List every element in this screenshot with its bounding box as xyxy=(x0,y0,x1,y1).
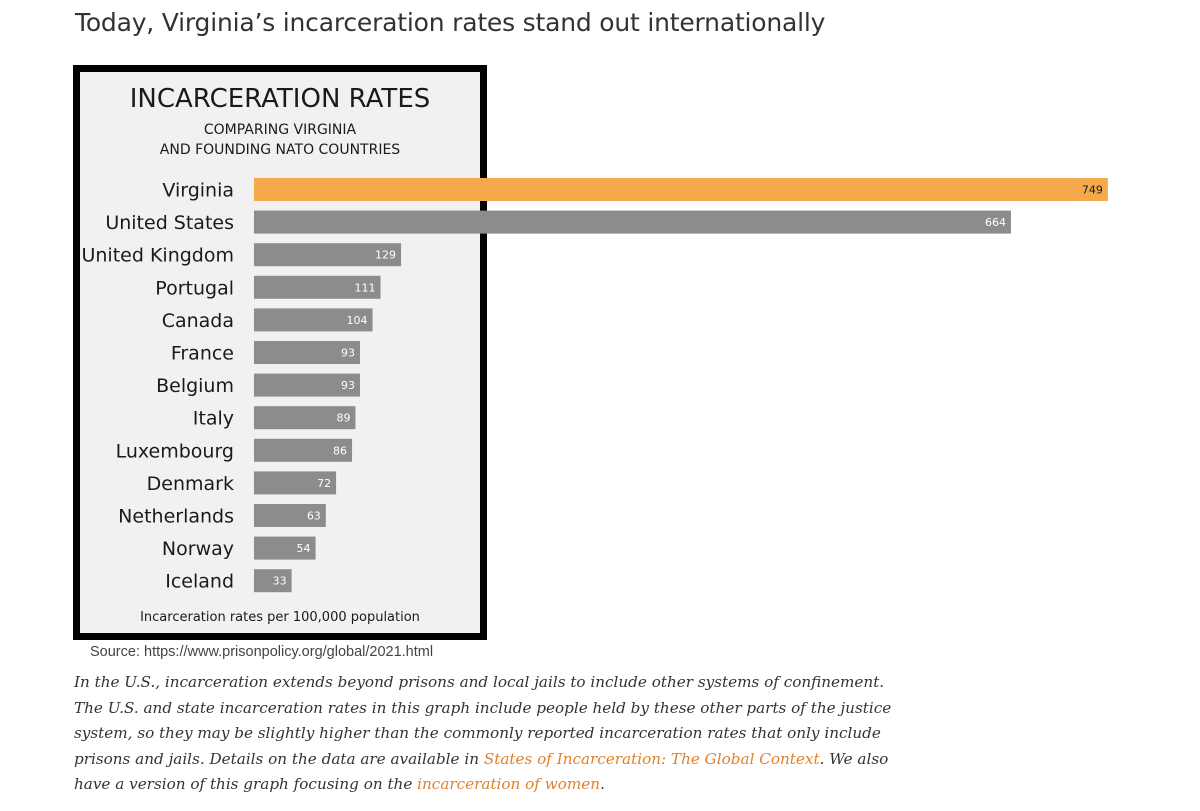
chart-title: INCARCERATION RATES xyxy=(130,84,431,114)
value-label-iceland: 33 xyxy=(273,575,287,588)
category-label-united-states: United States xyxy=(105,212,234,234)
chart-subtitle-line-1: COMPARING VIRGINIA xyxy=(204,122,357,138)
x-axis-label: Incarceration rates per 100,000 populati… xyxy=(140,610,420,625)
bar-canada xyxy=(254,308,373,332)
value-label-virginia: 749 xyxy=(1082,184,1103,197)
bar-chart: INCARCERATION RATES COMPARING VIRGINIA A… xyxy=(81,84,1108,625)
bar-luxembourg xyxy=(254,438,353,462)
bar-denmark xyxy=(254,471,337,495)
category-label-iceland: Iceland xyxy=(165,571,234,593)
bar-italy xyxy=(254,406,356,430)
value-label-canada: 104 xyxy=(347,314,368,327)
bar-portugal xyxy=(254,275,381,299)
caption-text-3: . xyxy=(600,775,605,793)
source-line: Source: https://www.prisonpolicy.org/glo… xyxy=(90,644,434,660)
category-label-denmark: Denmark xyxy=(147,473,234,495)
bar-iceland xyxy=(254,569,292,593)
category-label-france: France xyxy=(171,343,234,365)
category-label-belgium: Belgium xyxy=(156,375,234,397)
bar-france xyxy=(254,341,361,364)
chart-caption: In the U.S., incarceration extends beyon… xyxy=(74,670,904,798)
bar-belgium xyxy=(254,373,361,397)
value-label-italy: 89 xyxy=(336,412,350,425)
value-label-norway: 54 xyxy=(297,542,311,555)
value-label-united-kingdom: 129 xyxy=(375,249,396,262)
bar-norway xyxy=(254,536,316,560)
page-title: Today, Virginia’s incarceration rates st… xyxy=(75,8,826,37)
chart-subtitle-line-2: AND FOUNDING NATO COUNTRIES xyxy=(160,142,401,158)
category-label-netherlands: Netherlands xyxy=(118,506,234,528)
bar-united-kingdom xyxy=(254,243,402,267)
bar-virginia xyxy=(254,178,1108,201)
caption-text-2: . We also have a version of this graph f… xyxy=(74,749,889,794)
link-incarceration-of-women[interactable]: incarceration of women xyxy=(417,775,601,793)
category-label-united-kingdom: United Kingdom xyxy=(81,245,234,267)
bar-netherlands xyxy=(254,504,326,527)
value-label-netherlands: 63 xyxy=(307,510,321,523)
value-label-denmark: 72 xyxy=(317,477,331,490)
value-label-belgium: 93 xyxy=(341,379,355,392)
value-label-united-states: 664 xyxy=(985,216,1006,229)
value-label-luxembourg: 86 xyxy=(333,444,347,457)
category-label-luxembourg: Luxembourg xyxy=(116,440,234,462)
category-label-portugal: Portugal xyxy=(155,277,234,299)
bars-group: Virginia 749 United States 664 United Kingdo… xyxy=(81,178,1108,593)
category-label-virginia: Virginia xyxy=(162,180,234,202)
category-label-norway: Norway xyxy=(162,538,234,560)
link-global-context[interactable]: States of Incarceration: The Global Cont… xyxy=(483,749,820,768)
value-label-portugal: 111 xyxy=(355,281,376,294)
value-label-france: 93 xyxy=(341,347,355,360)
category-label-canada: Canada xyxy=(162,310,234,332)
category-label-italy: Italy xyxy=(193,408,234,430)
bar-united-states xyxy=(254,210,1011,234)
caption-text-1: In the U.S., incarceration extends beyon… xyxy=(74,673,892,768)
